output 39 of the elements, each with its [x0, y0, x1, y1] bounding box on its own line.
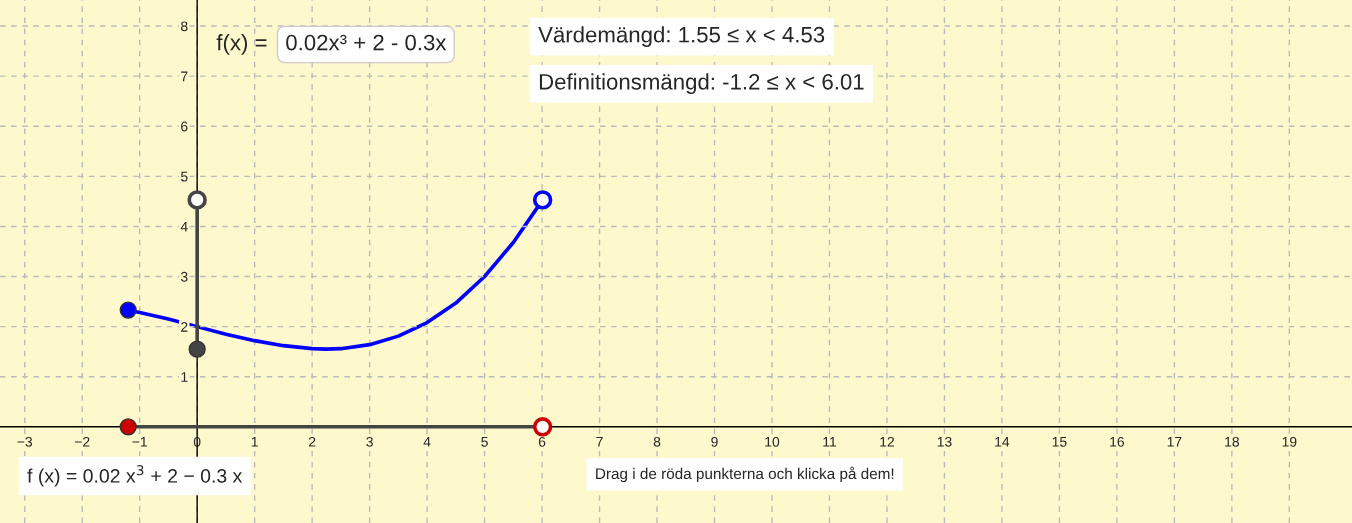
annotation: Drag i de röda punkterna och klicka på dem! — [596, 466, 894, 483]
annotation: 0.02x³ + 2 - 0.3x — [286, 34, 447, 51]
y-tick-label: 3 — [180, 271, 188, 282]
y-tick-label: 8 — [181, 21, 188, 32]
x-tick-label: 13 — [937, 436, 952, 447]
y-tick-label: 5 — [180, 171, 188, 182]
x-tick-label: 14 — [995, 437, 1010, 447]
x-tick-label: 5 — [481, 437, 488, 447]
point — [188, 340, 206, 358]
y-tick-label: 2 — [181, 321, 188, 332]
x-tick-label: 1 — [251, 437, 258, 447]
x-tick-label: 4 — [423, 437, 431, 447]
x-tick-label: 8 — [653, 436, 661, 447]
y-tick-label: 1 — [181, 372, 188, 382]
point — [119, 301, 137, 319]
x-tick-label: 7 — [596, 437, 603, 447]
x-tick-label: 3 — [366, 436, 373, 447]
x-tick-label: 17 — [1167, 437, 1182, 447]
x-tick-label: 18 — [1225, 436, 1239, 447]
point — [119, 418, 137, 436]
annotation: f (x) = 0.02 x$^{3}$ + 2 − 0.3 x — [27, 465, 243, 487]
y-tick-label: 7 — [181, 71, 188, 82]
x-tick-label: 12 — [880, 436, 894, 447]
annotation: f(x) = — [216, 34, 267, 55]
x-tick-label: 15 — [1052, 437, 1067, 447]
x-tick-label: 11 — [823, 437, 837, 447]
x-tick-label: 2 — [308, 436, 316, 447]
x-tick-label: −1 — [132, 437, 147, 447]
x-tick-label: 19 — [1282, 436, 1297, 447]
x-tick-label: 10 — [765, 436, 780, 447]
x-tick-label: −3 — [17, 436, 33, 447]
y-tick-label: 6 — [181, 121, 188, 132]
annotation: Definitionsmängd: -1.2 ≤ x < 6.01 — [539, 73, 864, 95]
x-tick-label: 6 — [538, 436, 546, 447]
x-tick-label: −2 — [74, 436, 90, 447]
annotation: Värdemängd: 1.55 ≤ x < 4.53 — [538, 26, 825, 47]
y-tick-label: 4 — [180, 221, 188, 232]
x-tick-label: 9 — [711, 436, 718, 447]
x-tick-label: 16 — [1110, 436, 1125, 447]
